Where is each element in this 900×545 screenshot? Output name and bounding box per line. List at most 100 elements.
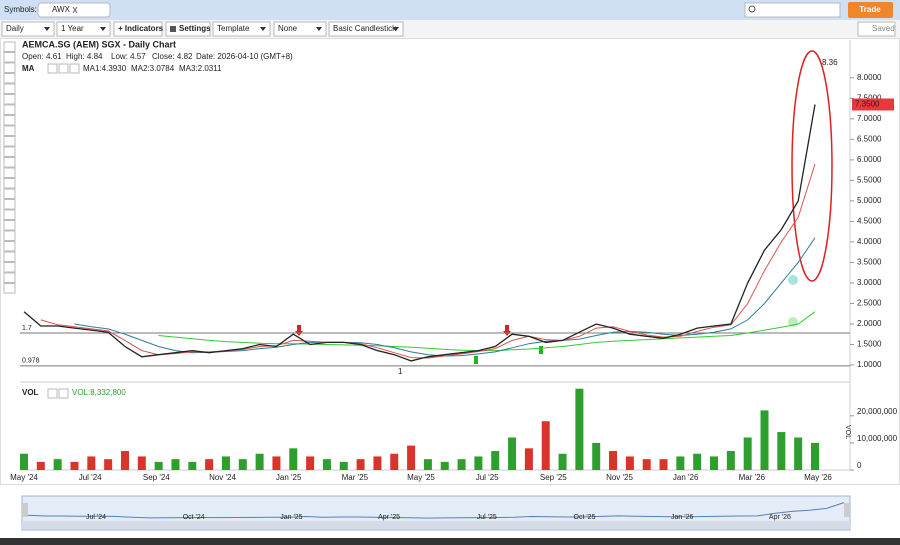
volume-bar <box>87 456 96 470</box>
navigator-label: Jan '26 <box>671 514 693 521</box>
x-tick-label: Sep '25 <box>540 473 567 482</box>
symbol-chip[interactable] <box>37 2 111 18</box>
tool-button[interactable] <box>3 73 16 84</box>
top-bar <box>0 0 900 20</box>
volume-bar <box>558 453 567 470</box>
navigator-label: Jan '25 <box>280 514 302 521</box>
tool-button[interactable] <box>3 157 16 168</box>
saved-button[interactable] <box>857 21 896 37</box>
volume-bar <box>238 459 247 470</box>
tool-button[interactable] <box>3 83 16 94</box>
signal-dot <box>788 275 798 285</box>
search-box[interactable] <box>744 2 841 18</box>
none-select[interactable] <box>273 21 327 37</box>
tool-button[interactable] <box>3 178 16 189</box>
settings: Settings <box>179 24 211 33</box>
volume-bar <box>794 437 803 470</box>
indicators-button[interactable] <box>113 21 163 37</box>
volume-bar <box>811 442 819 470</box>
volume-bar <box>642 459 651 470</box>
x-tick-label: Mar '25 <box>342 473 369 482</box>
volume-bar <box>120 451 129 470</box>
tool-button[interactable] <box>3 62 16 73</box>
range: 1 Year <box>61 24 84 33</box>
volume-bar <box>36 461 45 470</box>
volume-bar <box>777 432 786 470</box>
range-select[interactable] <box>56 21 111 37</box>
ma-remove[interactable] <box>69 63 80 74</box>
style-select[interactable] <box>328 21 404 37</box>
buy-arrow <box>539 346 543 354</box>
vol-value: VOL:8,332,800 <box>72 388 126 397</box>
date: Date: 2026-04-10 (GMT+8) <box>196 52 293 61</box>
tool-button[interactable] <box>3 188 16 199</box>
trade-button[interactable] <box>848 2 893 18</box>
volume-bar <box>339 461 348 470</box>
symbol: AWX <box>52 5 71 14</box>
volume-bar <box>693 453 702 470</box>
buy-arrow <box>474 356 478 364</box>
tool-button[interactable] <box>3 230 16 241</box>
tool-button[interactable] <box>3 262 16 273</box>
vol-label: VOL <box>22 388 39 397</box>
tool-button[interactable] <box>3 283 16 294</box>
volume-bar <box>743 437 752 470</box>
caret <box>44 27 50 31</box>
interval-select[interactable] <box>1 21 55 37</box>
navigator-line <box>27 502 845 519</box>
tool-button[interactable] <box>3 167 16 178</box>
navigator-handle[interactable] <box>844 503 850 517</box>
tool-button[interactable] <box>3 94 16 105</box>
ma-legend: MA3:2.0311 <box>179 64 222 73</box>
volume-bar <box>625 456 634 470</box>
tool-button[interactable] <box>3 220 16 231</box>
remove-icon[interactable] <box>72 6 78 14</box>
vol-settings[interactable] <box>47 388 58 399</box>
tool-button[interactable] <box>3 209 16 220</box>
tool-button[interactable] <box>3 52 16 63</box>
tool-button[interactable] <box>3 272 16 283</box>
ma-toggle[interactable] <box>47 63 58 74</box>
indicators: + Indicators <box>118 24 164 33</box>
tool-button[interactable] <box>3 136 16 147</box>
ma-legend: MA1:4.3930 <box>83 64 127 73</box>
symbols-label: Symbols: <box>4 5 37 14</box>
volume-bar <box>221 456 230 470</box>
y-tick-label: 4.5000 <box>857 217 882 226</box>
template-select[interactable] <box>212 21 271 37</box>
tool-button[interactable] <box>3 125 16 136</box>
volume-bar <box>760 410 769 470</box>
tool-button[interactable] <box>3 104 16 115</box>
tool-button[interactable] <box>3 115 16 126</box>
tool-button[interactable] <box>3 241 16 252</box>
ma-settings[interactable] <box>58 63 69 74</box>
hline-label: 0.978 <box>22 358 40 365</box>
navigator-handle[interactable] <box>22 503 28 517</box>
tool-button[interactable] <box>3 41 16 52</box>
volume-axis-label: VOL <box>844 425 851 439</box>
vol-remove[interactable] <box>58 388 69 399</box>
y-tick-label: 5.0000 <box>857 196 882 205</box>
last-price-tag <box>852 98 894 111</box>
settings-button[interactable] <box>165 21 211 37</box>
y-tick-label: 3.5000 <box>857 258 882 267</box>
x-tick-label: Jan '26 <box>673 473 699 482</box>
x-tick-label: Nov '25 <box>606 473 633 482</box>
volume-bar <box>726 451 735 470</box>
open: Open: 4.61 <box>22 52 62 61</box>
x-tick-label: Sep '24 <box>143 473 170 482</box>
volume-bar <box>289 448 298 470</box>
y-tick-label: 6.0000 <box>857 155 882 164</box>
low: Low: 4.57 <box>111 52 146 61</box>
tool-button[interactable] <box>3 199 16 210</box>
x-tick-label: Jan '25 <box>276 473 302 482</box>
volume-bar <box>541 421 550 470</box>
hline-label: 1.7 <box>22 325 32 332</box>
scrollbar[interactable] <box>22 521 850 529</box>
y-tick-label: 8.0000 <box>857 73 882 82</box>
navigator-label: Oct '24 <box>183 514 205 521</box>
y-tick-label: 7.0000 <box>857 114 882 123</box>
tool-button[interactable] <box>3 146 16 157</box>
last-price: 7.3500 <box>855 100 880 109</box>
tool-button[interactable] <box>3 251 16 262</box>
